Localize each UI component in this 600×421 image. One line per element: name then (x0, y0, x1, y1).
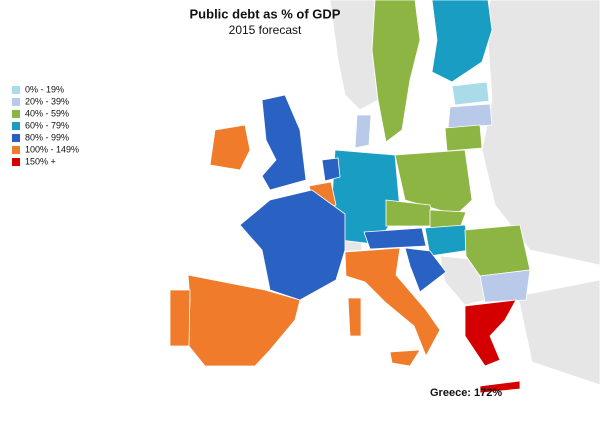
legend-swatch (12, 158, 20, 166)
legend-swatch (12, 98, 20, 106)
legend-swatch (12, 122, 20, 130)
italy (344, 247, 441, 357)
lithuania (444, 124, 483, 152)
legend-swatch (12, 146, 20, 154)
legend-label: 20% - 39% (25, 96, 69, 106)
annotation: Greece: 172% (430, 387, 502, 399)
legend-label: 60% - 79% (25, 120, 69, 130)
title: Public debt as % of GDP (190, 6, 341, 21)
legend: 0% - 19% 20% - 39% 40% - 59% 60% - 79% 80% -… (12, 84, 79, 166)
land (169, 0, 600, 394)
romania (464, 224, 531, 277)
legend-label: 150% + (25, 156, 56, 166)
finland (431, 0, 493, 83)
sweden (371, 0, 421, 143)
netherlands (321, 157, 341, 182)
sicily (389, 349, 421, 367)
legend-swatch (12, 86, 20, 94)
legend-swatch (12, 134, 20, 142)
russia (481, 0, 600, 266)
legend-label: 80% - 99% (25, 132, 69, 142)
bulgaria (479, 269, 531, 303)
subtitle: 2015 forecast (229, 23, 302, 37)
legend-swatch (12, 110, 20, 118)
hungary (424, 224, 471, 257)
austria (363, 227, 427, 250)
latvia (447, 103, 493, 129)
france (239, 189, 346, 301)
legend-label: 100% - 149% (25, 144, 79, 154)
croatia (404, 247, 447, 293)
crete (479, 380, 521, 394)
turkey (517, 279, 600, 386)
uk (261, 94, 307, 191)
legend-label: 40% - 59% (25, 108, 69, 118)
portugal (169, 289, 191, 347)
denmark (354, 114, 372, 149)
poland (394, 149, 473, 216)
sardinia (347, 297, 362, 337)
ireland (209, 124, 251, 171)
estonia (451, 81, 490, 106)
legend-label: 0% - 19% (25, 84, 64, 94)
greece (464, 299, 517, 367)
